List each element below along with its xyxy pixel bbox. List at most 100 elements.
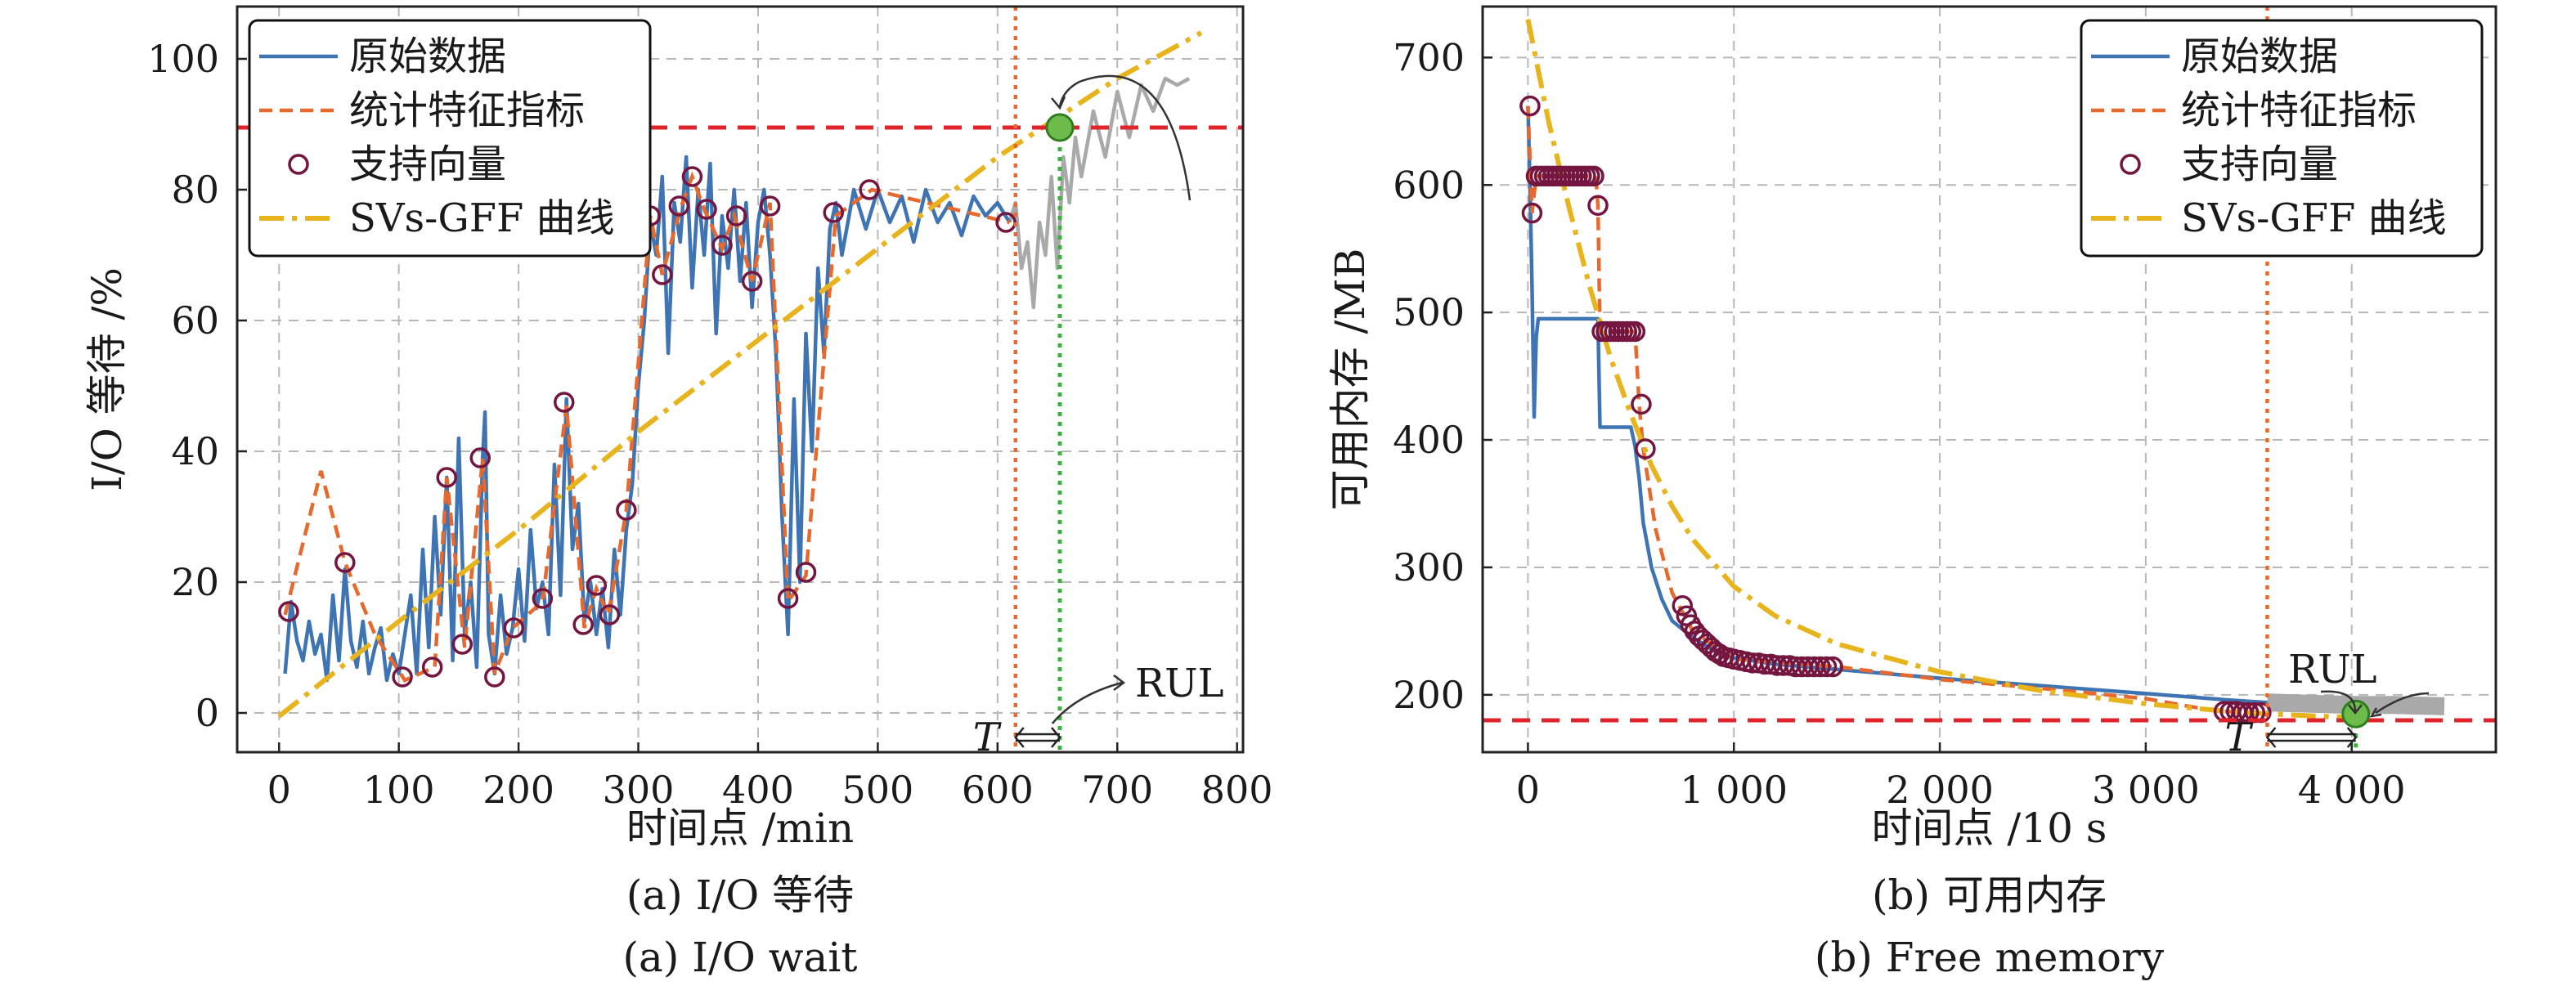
- legend-swatch-sv-b: [2120, 154, 2141, 175]
- x-ticks-b: 0 1 000 2 000 3 000 4 000: [1516, 742, 2406, 812]
- y-tick-label-0-a: 0: [195, 691, 219, 735]
- annotations-a: RUL T: [973, 74, 1223, 760]
- x-axis-label-b: 时间点 /10 s: [1872, 805, 2107, 852]
- x-tick-label-3-b: 3 000: [2092, 768, 2200, 812]
- x-tick-label-1-a: 100: [363, 768, 435, 812]
- legend-label-gff-a: SVs-GFF 曲线: [349, 195, 615, 241]
- support-vector-21-a: [725, 205, 747, 226]
- support-vector-10-a: [554, 392, 575, 413]
- y-tick-label-1-b: 300: [1393, 545, 1465, 589]
- support-vector-1-b: [1521, 202, 1543, 224]
- x-ticks-a: 0 100 200 300 400 500 600 700 800: [267, 742, 1273, 812]
- support-vector-13-a: [599, 604, 621, 625]
- x-tick-label-2-b: 2 000: [1886, 768, 1994, 812]
- support-vector-28-b: [1635, 438, 1656, 459]
- y-tick-label-2-b: 400: [1393, 418, 1465, 462]
- sv-markers-a: [278, 166, 1016, 688]
- legend-b: 原始数据 统计特征指标 支持向量 SVs-GFF 曲线: [2080, 19, 2484, 258]
- support-vector-2-a: [392, 666, 413, 688]
- y-tick-label-5-a: 100: [147, 37, 219, 81]
- support-vector-27-b: [1631, 393, 1652, 415]
- y-tick-label-5-b: 700: [1393, 35, 1465, 79]
- y-tick-label-4-a: 80: [171, 168, 219, 212]
- support-vector-26-b: [1624, 320, 1646, 343]
- x-tick-label-2-a: 200: [482, 768, 554, 812]
- legend-label-raw-a: 原始数据: [349, 34, 506, 79]
- support-vector-57-b: [1822, 656, 1843, 678]
- legend-label-sv-b: 支持向量: [2181, 141, 2338, 187]
- support-vector-56-b: [1815, 656, 1838, 678]
- legend-label-stat-a: 统计特征指标: [349, 87, 585, 133]
- support-vector-9-a: [532, 588, 554, 609]
- x-tick-label-3-a: 300: [603, 768, 675, 812]
- caption-en-b: (b) Free memory: [1815, 934, 2165, 981]
- gff-series-a: [277, 30, 1203, 719]
- support-vector-12-a: [586, 575, 608, 596]
- y-ticks-b: 200 300 400 500 600 700: [1393, 35, 1492, 717]
- rul-label-a: RUL: [1135, 661, 1223, 706]
- y-tick-label-2-a: 40: [171, 429, 219, 473]
- legend-label-sv-a: 支持向量: [349, 141, 506, 187]
- x-tick-label-7-a: 700: [1081, 768, 1153, 812]
- support-vector-4-a: [436, 467, 457, 488]
- y-ticks-a: 0 20 40 60 80 100: [147, 37, 247, 735]
- x-tick-label-8-a: 800: [1201, 768, 1273, 812]
- chart-panel-a: RUL T 0 100 200 300 400 500 600 700 800 0 20 40 60 8…: [83, 5, 1273, 981]
- chart-panel-b: RUL T 0 1 000 2 000 3 000 4 000 200 300 400 500…: [1326, 5, 2497, 981]
- support-vector-55-b: [1810, 656, 1831, 678]
- support-vector-3-a: [421, 657, 443, 678]
- vlines-b: [2265, 7, 2358, 752]
- rul-label-b: RUL: [2288, 647, 2376, 692]
- support-vector-8-a: [503, 617, 524, 639]
- future-series-a: [1008, 76, 1191, 310]
- y-tick-label-1-a: 20: [171, 560, 219, 604]
- double-arrow-a: [1014, 727, 1061, 748]
- stat-series-a: [283, 171, 1011, 683]
- caption-en-a: (a) I/O wait: [623, 934, 858, 981]
- support-vector-5-a: [451, 634, 473, 655]
- legend-box-a: [248, 19, 652, 258]
- y-axis-label-a: I/O 等待 /%: [83, 267, 131, 491]
- double-arrow-b: [2265, 727, 2358, 748]
- vlines-a: [1013, 7, 1062, 752]
- support-vector-25-a: [795, 562, 817, 583]
- t-label-a: T: [973, 715, 1002, 760]
- gff-series-b: [1525, 19, 2356, 720]
- legend-label-raw-b: 原始数据: [2181, 34, 2338, 79]
- support-vector-20-a: [711, 235, 733, 256]
- gff-line-a: [277, 30, 1203, 719]
- stat-line-a: [283, 171, 1011, 683]
- failure-point-a: [1045, 113, 1075, 142]
- legend-swatch-sv-a: [288, 154, 309, 175]
- caption-cn-b: (b) 可用内存: [1872, 872, 2107, 919]
- support-vector-18-a: [681, 166, 703, 187]
- support-vector-29-b: [1672, 594, 1694, 616]
- support-vector-17-a: [668, 195, 690, 217]
- support-vector-27-a: [859, 179, 880, 200]
- y-tick-label-0-b: 200: [1393, 673, 1465, 717]
- legend-label-stat-b: 统计特征指标: [2181, 87, 2417, 133]
- support-vector-0-a: [278, 601, 299, 622]
- failure-point-b: [2341, 699, 2371, 728]
- support-vector-14-a: [616, 500, 637, 521]
- legend-box-b: [2080, 19, 2484, 258]
- legend-label-gff-b: SVs-GFF 曲线: [2181, 195, 2447, 241]
- arrow-rul-a: [1051, 675, 1126, 724]
- support-vector-24-a: [777, 588, 799, 609]
- caption-cn-a: (a) I/O 等待: [626, 872, 854, 919]
- gff-line-b: [1525, 19, 2356, 720]
- support-vector-22-a: [741, 271, 763, 292]
- support-vector-17-b: [1587, 195, 1609, 216]
- x-tick-label-1-b: 1 000: [1680, 768, 1788, 812]
- t-label-b: T: [2224, 715, 2253, 760]
- x-tick-label-0-b: 0: [1516, 768, 1540, 812]
- arrow-curve-a: [1051, 74, 1192, 201]
- support-vector-0-b: [1519, 95, 1541, 117]
- support-vector-26-a: [823, 202, 844, 223]
- x-tick-label-4-a: 400: [722, 768, 794, 812]
- y-tick-label-3-a: 60: [171, 298, 219, 343]
- x-tick-label-5-a: 500: [841, 768, 913, 812]
- x-tick-label-4-b: 4 000: [2298, 768, 2406, 812]
- support-vector-16-a: [652, 264, 673, 285]
- raw-series-a: [283, 155, 1012, 683]
